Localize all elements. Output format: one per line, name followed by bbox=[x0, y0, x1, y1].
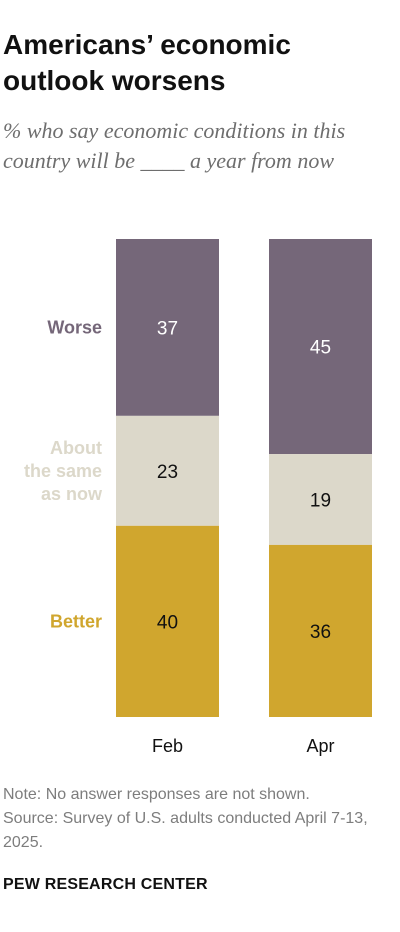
category-label-apr: Apr bbox=[306, 736, 334, 756]
legend-label-worse: Worse bbox=[47, 317, 102, 337]
bar-better-feb bbox=[116, 525, 219, 717]
organization-credit: PEW RESEARCH CENTER bbox=[3, 876, 208, 893]
chart-notes: Note: No answer responses are not shown.… bbox=[3, 783, 397, 855]
bar-better-apr bbox=[269, 544, 372, 717]
data-label-better-apr: 36 bbox=[310, 622, 331, 643]
bar-worse-apr bbox=[269, 239, 372, 455]
chart-subtitle: % who say economic conditions in this co… bbox=[3, 118, 346, 173]
data-label-worse-apr: 45 bbox=[310, 338, 331, 359]
note-text: Note: No answer responses are not shown. bbox=[3, 786, 310, 803]
category-label-feb: Feb bbox=[152, 736, 183, 756]
chart-title: Americans’ economic outlook worsens bbox=[3, 29, 291, 96]
legend-label-better: Better bbox=[50, 611, 102, 631]
data-label-worse-feb: 37 bbox=[157, 318, 178, 339]
data-label-about-the-same-as-now-feb: 23 bbox=[157, 462, 178, 483]
data-label-better-feb: 40 bbox=[157, 612, 178, 633]
legend-label-about-the-same-as-now: About the same as now bbox=[24, 438, 103, 504]
bar-about-the-same-as-now-apr bbox=[269, 454, 372, 545]
data-label-about-the-same-as-now-apr: 19 bbox=[310, 491, 331, 512]
bar-worse-feb bbox=[116, 239, 219, 416]
bar-about-the-same-as-now-feb bbox=[116, 415, 219, 526]
source-text: Source: Survey of U.S. adults conducted … bbox=[3, 810, 368, 851]
